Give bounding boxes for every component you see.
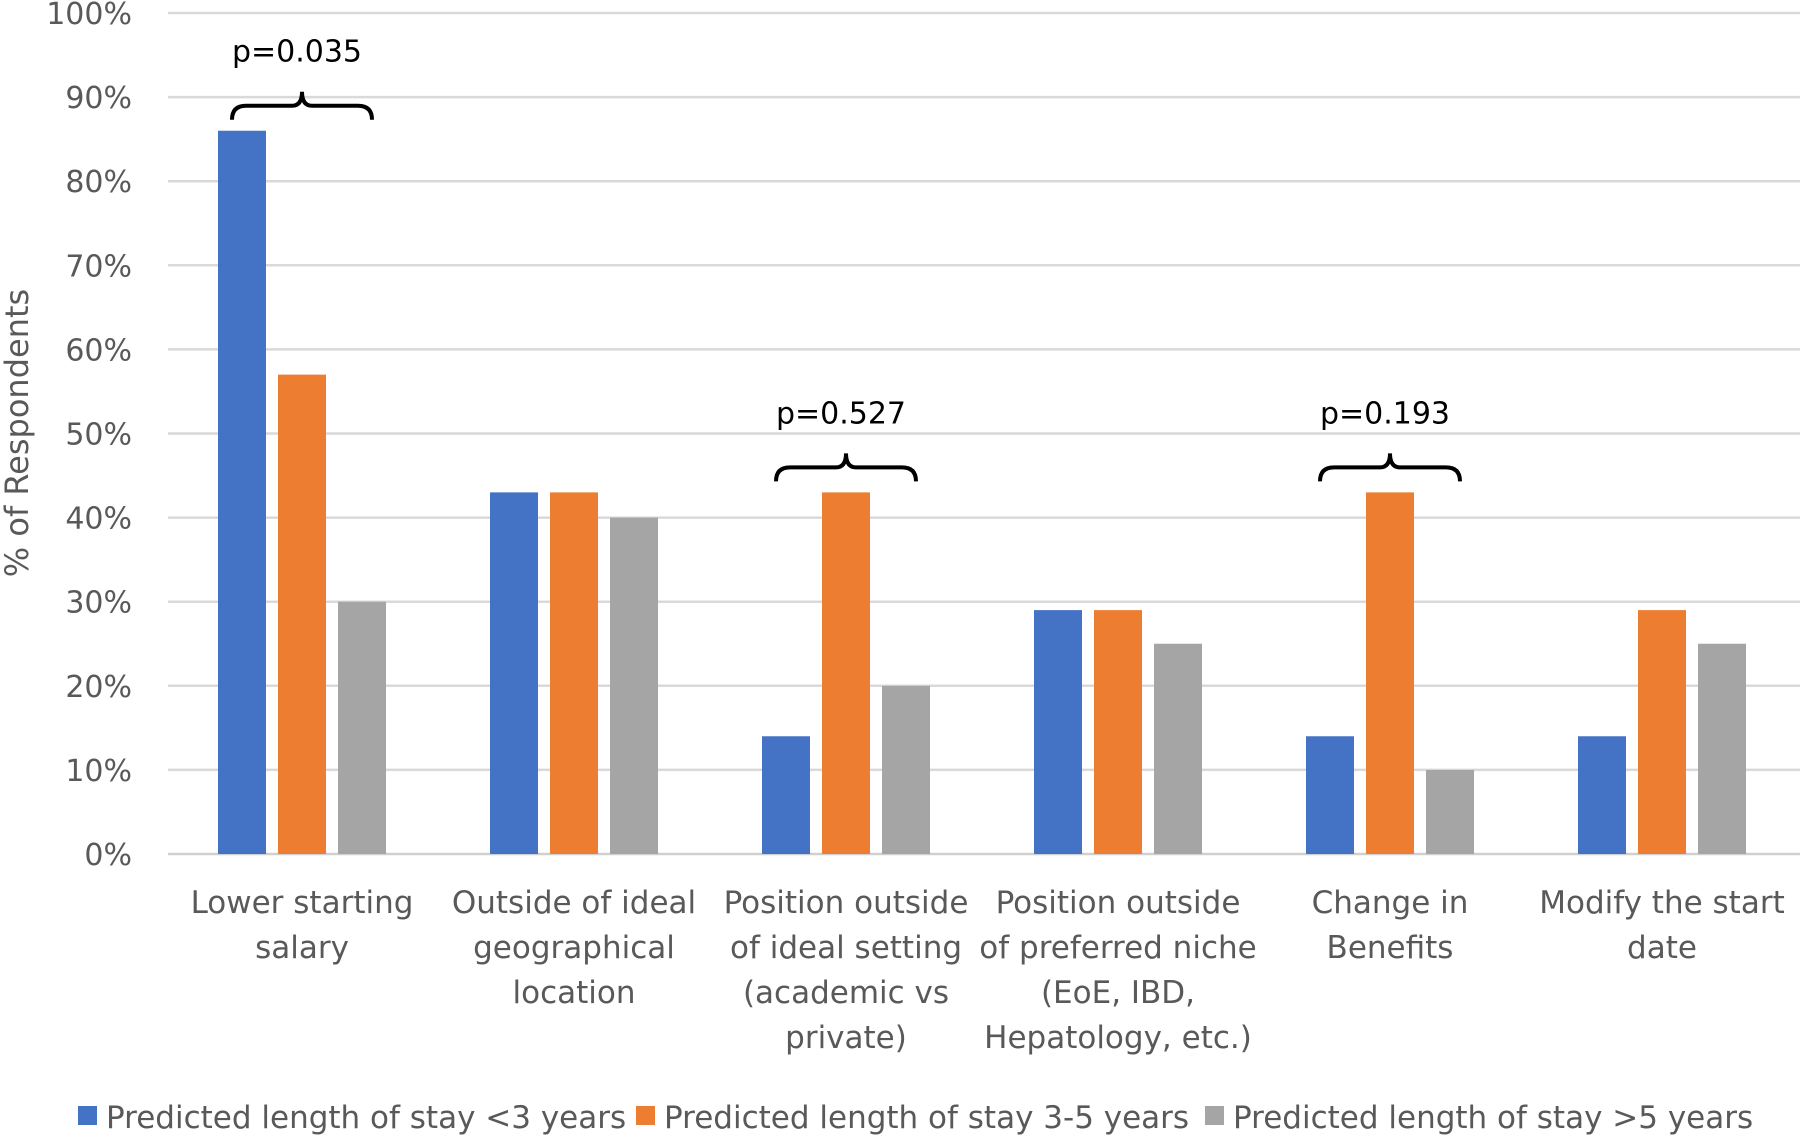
x-category-label: Outside of ideal — [452, 885, 696, 921]
x-category-label: date — [1627, 930, 1697, 966]
bar — [1094, 610, 1142, 854]
bar — [490, 492, 538, 854]
legend-swatch — [78, 1106, 97, 1125]
x-category-label: of ideal setting — [730, 930, 962, 966]
x-category-label: Position outside — [996, 885, 1241, 921]
x-category-label: (EoE, IBD, — [1041, 975, 1195, 1011]
bar — [278, 374, 326, 854]
bar — [1034, 610, 1082, 854]
p-value-label: p=0.035 — [232, 35, 362, 70]
y-tick-label: 40% — [65, 502, 132, 537]
bar — [338, 601, 386, 854]
y-tick-label: 20% — [65, 670, 132, 705]
x-category-label: Change in — [1312, 885, 1469, 921]
y-tick-label: 60% — [65, 333, 132, 368]
bar — [1306, 736, 1354, 854]
bars — [218, 130, 1746, 855]
bar — [550, 492, 598, 854]
x-category-label: Modify the start — [1539, 885, 1785, 921]
x-category-label: private) — [785, 1020, 907, 1056]
legend-label: Predicted length of stay 3-5 years — [664, 1100, 1189, 1136]
legend: Predicted length of stay <3 years Predict… — [78, 1100, 1753, 1136]
y-tick-label: 80% — [65, 165, 132, 200]
bar — [1154, 643, 1202, 854]
bar — [762, 736, 810, 854]
bar — [610, 517, 658, 854]
significance-bracket — [774, 453, 918, 482]
y-tick-label: 30% — [65, 586, 132, 621]
x-category-label: geographical — [473, 930, 675, 966]
x-category-label: location — [512, 975, 635, 1011]
y-axis-tick-labels: 0% 10% 20% 30% 40% 50% 60% 70% 80% 90% 100% — [46, 0, 132, 873]
x-category-label: Lower starting — [191, 885, 414, 921]
y-tick-label: 70% — [65, 249, 132, 284]
y-tick-label: 100% — [46, 0, 132, 32]
x-axis-category-labels: Lower starting salary Outside of ideal geog… — [191, 885, 1785, 1056]
bar — [218, 130, 266, 855]
legend-label: Predicted length of stay <3 years — [106, 1100, 626, 1136]
x-category-label: of preferred niche — [979, 930, 1256, 966]
x-category-label: Benefits — [1327, 930, 1454, 966]
p-value-label: p=0.527 — [776, 396, 906, 431]
bar — [1698, 643, 1746, 854]
x-category-label: Position outside — [724, 885, 969, 921]
significance-annotations: p=0.035 p=0.527 p=0.193 — [230, 35, 1462, 482]
x-category-label: salary — [255, 930, 349, 966]
bar — [1578, 736, 1626, 854]
y-axis-title: % of Respondents — [0, 289, 36, 577]
y-tick-label: 0% — [84, 838, 132, 873]
legend-swatch — [636, 1106, 655, 1125]
y-tick-label: 50% — [65, 418, 132, 453]
y-tick-label: 90% — [65, 81, 132, 116]
x-category-label: (academic vs — [743, 975, 949, 1011]
bar — [1426, 769, 1474, 854]
bar — [1366, 492, 1414, 854]
significance-bracket — [230, 91, 374, 120]
y-tick-label: 10% — [65, 754, 132, 789]
gridlines — [168, 11, 1800, 856]
p-value-label: p=0.193 — [1320, 396, 1450, 431]
bar — [882, 685, 930, 854]
bar — [822, 492, 870, 854]
bar — [1638, 610, 1686, 854]
significance-bracket — [1318, 453, 1462, 482]
legend-label: Predicted length of stay >5 years — [1233, 1100, 1753, 1136]
x-category-label: Hepatology, etc.) — [984, 1020, 1252, 1056]
legend-swatch — [1205, 1106, 1224, 1125]
